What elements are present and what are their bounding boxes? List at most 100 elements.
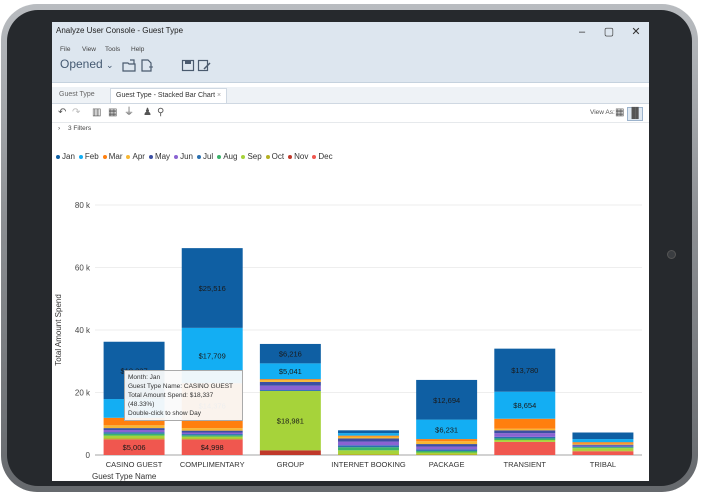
bar-segment [103, 432, 165, 434]
menu-view[interactable]: View [82, 46, 96, 53]
chart-view-icon[interactable]: ▐▌ [627, 107, 644, 121]
ribbon: Opened ⌄ [52, 55, 649, 83]
x-tick-label: GROUP [277, 460, 305, 469]
bar-segment [103, 439, 165, 455]
filters-bar[interactable]: › 3 Filters [52, 123, 649, 135]
bar-segment [259, 385, 321, 391]
x-axis-title: Guest Type Name [92, 472, 157, 481]
tab-stacked-bar-chart[interactable]: Guest Type - Stacked Bar Chart × [110, 88, 228, 103]
opened-dropdown[interactable]: Opened ⌄ [60, 57, 114, 71]
legend-item-feb[interactable]: Feb [78, 152, 99, 161]
legend-item-mar[interactable]: Mar [102, 152, 122, 161]
bar-segment [416, 452, 478, 455]
bar-segment [338, 436, 399, 439]
legend-label: Feb [84, 152, 99, 161]
bar-segment [338, 438, 399, 442]
bar-segment [494, 430, 556, 434]
legend-label: Sep [247, 152, 262, 161]
tooltip-hint: Double-click to show Day [128, 410, 201, 417]
legend-label: Aug [223, 152, 238, 161]
tab-strip: Guest Type Guest Type - Stacked Bar Char… [52, 87, 649, 104]
new-document-icon[interactable] [140, 59, 154, 72]
data-label: $18,981 [277, 417, 304, 426]
data-label: $8,654 [513, 401, 536, 410]
legend-item-jan[interactable]: Jan [56, 152, 75, 161]
bar-segment [181, 248, 243, 328]
data-label: $5,006 [123, 443, 146, 452]
legend-dot [196, 154, 201, 159]
tab-label: Guest Type - Stacked Bar Chart [116, 92, 216, 99]
chart-legend: Jan Feb Mar Apr May Jun Jul Aug Sep Oct Nov Dec [56, 152, 337, 161]
legend-item-aug[interactable]: Aug [217, 152, 237, 161]
save-icon[interactable] [181, 59, 195, 72]
bar-segment [494, 440, 556, 442]
menu-file[interactable]: File [60, 46, 71, 53]
bar-segment [572, 446, 634, 448]
bar-segment [416, 419, 478, 440]
legend-dot [148, 154, 153, 159]
maximize-icon[interactable]: ▢ [603, 26, 615, 38]
data-label: $12,694 [433, 396, 460, 405]
legend-label: Jul [202, 152, 214, 161]
bar-segment [572, 450, 634, 452]
data-label: $17,709 [199, 352, 226, 361]
chart-tooltip: Month: Jan Guest Type Name: CASINO GUEST… [124, 370, 243, 421]
legend-item-nov[interactable]: Nov [288, 152, 308, 161]
legend-item-jul[interactable]: Jul [196, 152, 214, 161]
bar-segment [181, 435, 243, 437]
save-as-icon[interactable] [197, 59, 211, 72]
legend-item-apr[interactable]: Apr [126, 152, 145, 161]
legend-dot [312, 154, 317, 159]
bar-segment [259, 343, 321, 364]
tooltip-amount: Total Amount Spend: $18,337 (48.33%) [128, 392, 214, 408]
opened-label: Opened [60, 57, 103, 71]
bar-segment [416, 449, 478, 451]
open-folder-icon[interactable] [122, 59, 136, 72]
legend-label: Dec [318, 152, 333, 161]
bar-segment [572, 432, 634, 440]
bar-segment [494, 441, 556, 455]
redo-icon[interactable]: ↷ [72, 107, 81, 118]
legend-dot [241, 154, 246, 159]
expand-arrow-icon[interactable]: › [58, 125, 61, 132]
y-tick-label: 0 [86, 451, 91, 460]
undo-icon[interactable]: ↶ [58, 107, 67, 118]
app-window: Analyze User Console - Guest Type – ▢ ✕ … [52, 22, 649, 481]
bar-segment [259, 390, 321, 391]
y-tick-label: 60 k [75, 264, 91, 273]
column-icon[interactable]: ▥ [92, 107, 102, 118]
legend-dot [102, 154, 107, 159]
menu-help[interactable]: Help [131, 46, 145, 53]
settings-key-icon[interactable]: ⚲ [157, 107, 165, 118]
legend-item-dec[interactable]: Dec [312, 152, 333, 161]
tab-label: Guest Type [59, 91, 95, 98]
legend-label: Apr [132, 152, 145, 161]
legend-item-sep[interactable]: Sep [241, 152, 262, 161]
legend-item-oct[interactable]: Oct [265, 152, 285, 161]
data-label: $25,516 [199, 284, 226, 293]
data-label: $5,041 [279, 367, 302, 376]
filter-icon[interactable]: ⏚ [124, 107, 134, 118]
minimize-icon[interactable]: – [578, 26, 586, 38]
legend-dot [126, 154, 131, 159]
legend-label: May [154, 152, 171, 161]
bar-segment [181, 439, 243, 455]
person-search-icon[interactable]: ♟ [143, 107, 152, 118]
legend-item-may[interactable]: May [148, 152, 171, 161]
bar-segment [338, 447, 399, 451]
legend-item-jun[interactable]: Jun [174, 152, 193, 161]
table-icon[interactable]: ▦ [108, 107, 118, 118]
legend-dot [288, 154, 293, 159]
tab-close-icon[interactable]: × [217, 92, 222, 99]
bar-segment [181, 432, 243, 435]
bar-segment [181, 438, 243, 440]
tab-guest-type[interactable]: Guest Type [54, 88, 100, 102]
legend-label: Oct [271, 152, 285, 161]
bar-segment [103, 433, 165, 436]
close-icon[interactable]: ✕ [631, 26, 641, 38]
menu-tools[interactable]: Tools [105, 46, 121, 53]
menu-bar: File View Tools Help [52, 46, 649, 55]
grid-view-icon[interactable]: ▦ [615, 107, 625, 118]
view-as-label: View As: [590, 109, 615, 116]
data-label: $13,780 [511, 366, 538, 375]
